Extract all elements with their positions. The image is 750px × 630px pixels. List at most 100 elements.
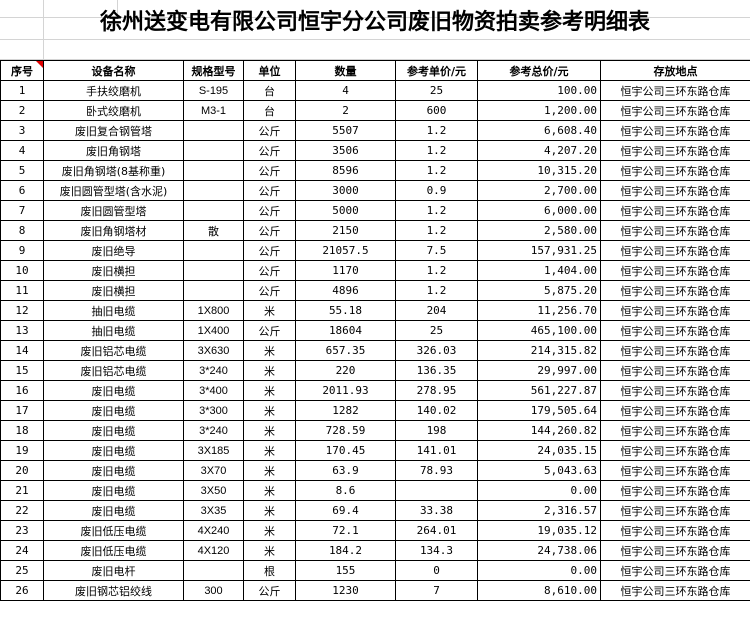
cell-unit[interactable]: 根 (243, 560, 296, 581)
cell-spec-model[interactable]: S-195 (183, 80, 244, 101)
cell-index[interactable]: 8 (0, 220, 44, 241)
cell-spec-model[interactable]: 散 (183, 220, 244, 241)
cell-equipment-name[interactable]: 抽旧电缆 (43, 320, 184, 341)
cell-index[interactable]: 21 (0, 480, 44, 501)
cell-unit[interactable]: 台 (243, 100, 296, 121)
column-header-total-price[interactable]: 参考总价/元 (477, 60, 601, 81)
cell-unit-price[interactable]: 326.03 (395, 340, 478, 361)
cell-equipment-name[interactable]: 废旧圆管型塔(含水泥) (43, 180, 184, 201)
cell-quantity[interactable]: 2150 (295, 220, 396, 241)
cell-unit[interactable]: 米 (243, 460, 296, 481)
cell-unit-price[interactable]: 0.9 (395, 180, 478, 201)
cell-unit[interactable]: 米 (243, 340, 296, 361)
cell-index[interactable]: 11 (0, 280, 44, 301)
cell-quantity[interactable]: 72.1 (295, 520, 396, 541)
cell-equipment-name[interactable]: 废旧角钢塔 (43, 140, 184, 161)
cell-index[interactable]: 22 (0, 500, 44, 521)
cell-equipment-name[interactable]: 抽旧电缆 (43, 300, 184, 321)
cell-quantity[interactable]: 4 (295, 80, 396, 101)
cell-unit[interactable]: 米 (243, 480, 296, 501)
cell-unit-price[interactable]: 204 (395, 300, 478, 321)
cell-unit-price[interactable]: 7 (395, 580, 478, 601)
cell-index[interactable]: 15 (0, 360, 44, 381)
cell-index[interactable]: 3 (0, 120, 44, 141)
cell-unit[interactable]: 公斤 (243, 180, 296, 201)
cell-spec-model[interactable]: 1X800 (183, 300, 244, 321)
cell-quantity[interactable]: 5000 (295, 200, 396, 221)
cell-unit[interactable]: 米 (243, 540, 296, 561)
cell-equipment-name[interactable]: 废旧电杆 (43, 560, 184, 581)
cell-equipment-name[interactable]: 卧式绞磨机 (43, 100, 184, 121)
cell-spec-model[interactable] (183, 180, 244, 201)
cell-quantity[interactable]: 2011.93 (295, 380, 396, 401)
cell-unit[interactable]: 公斤 (243, 240, 296, 261)
cell-unit-price[interactable]: 141.01 (395, 440, 478, 461)
cell-quantity[interactable]: 55.18 (295, 300, 396, 321)
cell-unit[interactable]: 米 (243, 360, 296, 381)
cell-spec-model[interactable] (183, 280, 244, 301)
cell-spec-model[interactable] (183, 240, 244, 261)
cell-spec-model[interactable]: 3X35 (183, 500, 244, 521)
cell-equipment-name[interactable]: 废旧铝芯电缆 (43, 340, 184, 361)
cell-storage-location[interactable]: 恒宇公司三环东路仓库 (600, 540, 750, 561)
cell-index[interactable]: 19 (0, 440, 44, 461)
cell-storage-location[interactable]: 恒宇公司三环东路仓库 (600, 100, 750, 121)
cell-storage-location[interactable]: 恒宇公司三环东路仓库 (600, 440, 750, 461)
cell-quantity[interactable]: 1282 (295, 400, 396, 421)
cell-storage-location[interactable]: 恒宇公司三环东路仓库 (600, 220, 750, 241)
cell-total-price[interactable]: 10,315.20 (477, 160, 601, 181)
cell-spec-model[interactable]: M3-1 (183, 100, 244, 121)
cell-equipment-name[interactable]: 废旧低压电缆 (43, 540, 184, 561)
cell-equipment-name[interactable]: 废旧角钢塔材 (43, 220, 184, 241)
cell-quantity[interactable]: 220 (295, 360, 396, 381)
cell-spec-model[interactable] (183, 560, 244, 581)
cell-unit-price[interactable]: 25 (395, 320, 478, 341)
cell-quantity[interactable]: 8.6 (295, 480, 396, 501)
cell-total-price[interactable]: 4,207.20 (477, 140, 601, 161)
cell-equipment-name[interactable]: 废旧角钢塔(8基称重) (43, 160, 184, 181)
cell-spec-model[interactable] (183, 260, 244, 281)
cell-unit-price[interactable]: 25 (395, 80, 478, 101)
cell-unit-price[interactable]: 78.93 (395, 460, 478, 481)
cell-unit-price[interactable]: 600 (395, 100, 478, 121)
cell-quantity[interactable]: 3000 (295, 180, 396, 201)
cell-spec-model[interactable] (183, 120, 244, 141)
cell-storage-location[interactable]: 恒宇公司三环东路仓库 (600, 560, 750, 581)
column-header-unit[interactable]: 单位 (243, 60, 296, 81)
cell-unit-price[interactable]: 1.2 (395, 220, 478, 241)
column-header-quantity[interactable]: 数量 (295, 60, 396, 81)
cell-storage-location[interactable]: 恒宇公司三环东路仓库 (600, 120, 750, 141)
cell-total-price[interactable]: 11,256.70 (477, 300, 601, 321)
cell-spec-model[interactable] (183, 200, 244, 221)
cell-total-price[interactable]: 0.00 (477, 480, 601, 501)
cell-equipment-name[interactable]: 废旧横担 (43, 260, 184, 281)
cell-equipment-name[interactable]: 废旧电缆 (43, 460, 184, 481)
cell-unit[interactable]: 公斤 (243, 280, 296, 301)
cell-equipment-name[interactable]: 废旧电缆 (43, 380, 184, 401)
cell-spec-model[interactable]: 3*300 (183, 400, 244, 421)
cell-storage-location[interactable]: 恒宇公司三环东路仓库 (600, 140, 750, 161)
cell-unit[interactable]: 公斤 (243, 220, 296, 241)
cell-equipment-name[interactable]: 废旧铝芯电缆 (43, 360, 184, 381)
cell-unit-price[interactable]: 0 (395, 560, 478, 581)
cell-unit[interactable]: 公斤 (243, 200, 296, 221)
cell-index[interactable]: 13 (0, 320, 44, 341)
cell-storage-location[interactable]: 恒宇公司三环东路仓库 (600, 340, 750, 361)
cell-index[interactable]: 1 (0, 80, 44, 101)
cell-unit-price[interactable]: 1.2 (395, 120, 478, 141)
cell-quantity[interactable]: 155 (295, 560, 396, 581)
cell-equipment-name[interactable]: 废旧钢芯铝绞线 (43, 580, 184, 601)
cell-index[interactable]: 7 (0, 200, 44, 221)
cell-unit[interactable]: 米 (243, 440, 296, 461)
cell-storage-location[interactable]: 恒宇公司三环东路仓库 (600, 200, 750, 221)
cell-unit[interactable]: 台 (243, 80, 296, 101)
cell-quantity[interactable]: 728.59 (295, 420, 396, 441)
cell-unit-price[interactable]: 278.95 (395, 380, 478, 401)
cell-storage-location[interactable]: 恒宇公司三环东路仓库 (600, 480, 750, 501)
cell-unit[interactable]: 米 (243, 500, 296, 521)
cell-spec-model[interactable]: 1X400 (183, 320, 244, 341)
cell-unit-price[interactable] (395, 480, 478, 501)
cell-quantity[interactable]: 8596 (295, 160, 396, 181)
cell-quantity[interactable]: 63.9 (295, 460, 396, 481)
cell-index[interactable]: 24 (0, 540, 44, 561)
